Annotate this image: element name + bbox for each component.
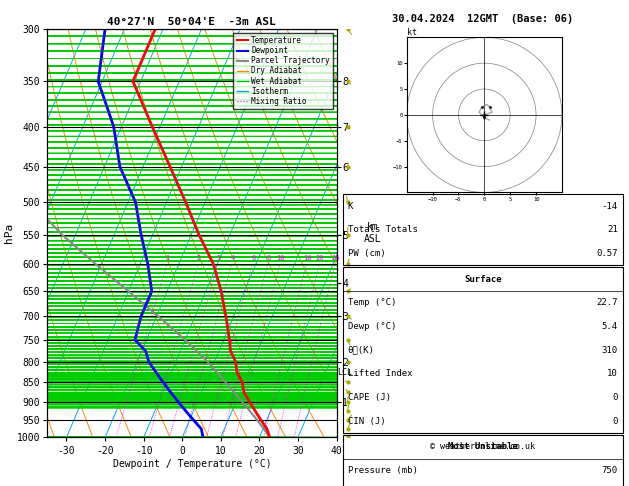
Text: PW (cm): PW (cm) (348, 249, 386, 258)
Text: Temp (°C): Temp (°C) (348, 298, 396, 307)
Text: K: K (348, 202, 353, 211)
Text: 0: 0 (612, 417, 618, 426)
Text: 20: 20 (316, 255, 324, 261)
Text: 8: 8 (266, 255, 270, 261)
Text: 2: 2 (197, 255, 201, 261)
Text: Pressure (mb): Pressure (mb) (348, 466, 418, 475)
Y-axis label: km
ASL: km ASL (364, 223, 382, 244)
Text: © weatheronline.co.uk: © weatheronline.co.uk (430, 442, 535, 451)
Text: 30.04.2024  12GMT  (Base: 06): 30.04.2024 12GMT (Base: 06) (392, 14, 574, 24)
Text: CAPE (J): CAPE (J) (348, 393, 391, 402)
Text: 0.57: 0.57 (596, 249, 618, 258)
Text: LCL: LCL (337, 368, 352, 377)
Text: 21: 21 (607, 226, 618, 234)
Text: Dewp (°C): Dewp (°C) (348, 322, 396, 331)
Text: 10: 10 (276, 255, 285, 261)
Text: 16: 16 (303, 255, 311, 261)
Text: 4: 4 (230, 255, 235, 261)
Text: Surface: Surface (464, 275, 501, 284)
Text: 750: 750 (601, 466, 618, 475)
Text: 0: 0 (612, 393, 618, 402)
Legend: Temperature, Dewpoint, Parcel Trajectory, Dry Adiabat, Wet Adiabat, Isotherm, Mi: Temperature, Dewpoint, Parcel Trajectory… (233, 33, 333, 109)
Text: 310: 310 (601, 346, 618, 355)
Text: 6: 6 (251, 255, 255, 261)
Text: CIN (J): CIN (J) (348, 417, 386, 426)
Text: 26: 26 (331, 255, 340, 261)
Text: Most Unstable: Most Unstable (448, 442, 518, 451)
Text: 22.7: 22.7 (596, 298, 618, 307)
Text: 10: 10 (607, 369, 618, 379)
Text: Totals Totals: Totals Totals (348, 226, 418, 234)
Text: θᴇ(K): θᴇ(K) (348, 346, 375, 355)
Text: 1: 1 (165, 255, 170, 261)
Text: 3: 3 (216, 255, 220, 261)
Title: 40°27'N  50°04'E  -3m ASL: 40°27'N 50°04'E -3m ASL (108, 17, 276, 27)
X-axis label: Dewpoint / Temperature (°C): Dewpoint / Temperature (°C) (113, 459, 271, 469)
Text: kt: kt (407, 28, 417, 37)
Text: Lifted Index: Lifted Index (348, 369, 413, 379)
Y-axis label: hPa: hPa (4, 223, 14, 243)
Text: -14: -14 (601, 202, 618, 211)
Text: 5.4: 5.4 (601, 322, 618, 331)
